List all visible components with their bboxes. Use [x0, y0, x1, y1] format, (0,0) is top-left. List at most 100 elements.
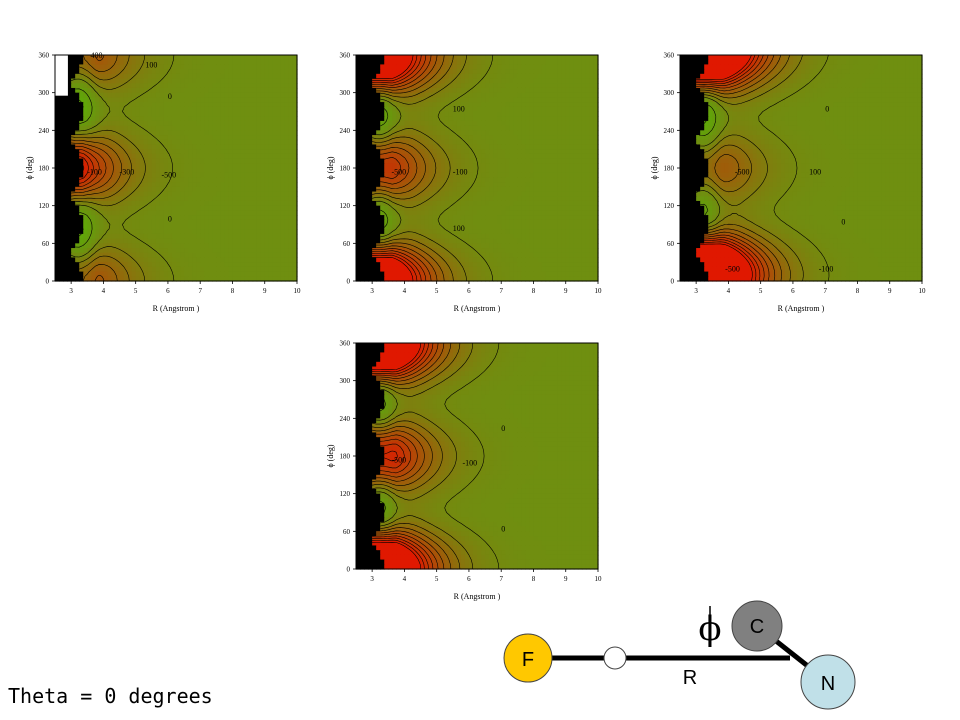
plot-cell — [412, 120, 418, 127]
plot-cell — [147, 102, 153, 108]
plot-cell — [485, 135, 490, 141]
plot-cell — [288, 271, 294, 277]
plot-cell — [593, 59, 599, 66]
plot-cell — [159, 149, 165, 155]
plot-cell — [529, 87, 535, 94]
plot-cell — [420, 125, 426, 131]
plot-cell — [123, 125, 129, 131]
plot-cell — [521, 182, 526, 188]
plot-cell — [103, 144, 109, 150]
plot-cell — [272, 92, 278, 98]
plot-cell — [71, 116, 76, 122]
plot-cell — [244, 97, 250, 103]
plot-cell — [356, 163, 361, 169]
plot-cell — [412, 182, 418, 188]
plot-cell — [497, 130, 502, 136]
plot-cell — [55, 149, 60, 155]
plot-cell — [151, 149, 157, 155]
plot-cell — [593, 172, 599, 179]
plot-cell — [139, 243, 145, 249]
plot-cell — [412, 69, 418, 75]
plot-cell — [460, 78, 466, 84]
plot-cell — [79, 130, 84, 136]
plot-cell — [228, 83, 234, 89]
plot-cell — [505, 158, 510, 164]
plot-cell — [581, 130, 587, 136]
plot-cell — [529, 55, 535, 61]
plot-cell — [167, 111, 173, 117]
plot-cell — [200, 229, 205, 235]
plot-cell — [517, 168, 522, 174]
plot-cell — [509, 139, 514, 146]
plot-cell — [376, 111, 381, 117]
plot-cell — [196, 64, 201, 70]
plot-cell — [87, 139, 92, 146]
plot-cell — [171, 186, 177, 193]
plot-cell — [75, 73, 80, 80]
plot-cell — [452, 87, 458, 94]
plot-cell — [188, 257, 193, 263]
plot-cell — [404, 83, 410, 89]
plot-cell — [460, 106, 466, 113]
plot-cell — [541, 200, 547, 207]
plot-cell — [103, 69, 109, 75]
plot-cell — [384, 149, 389, 155]
plot-cell — [240, 248, 246, 254]
plot-cell — [581, 116, 587, 122]
plot-cell — [360, 102, 365, 108]
plot-cell — [55, 135, 60, 141]
plot-cell — [99, 238, 104, 244]
plot-cell — [472, 149, 478, 155]
plot-cell — [280, 172, 286, 179]
plot-cell — [216, 135, 221, 141]
plot-cell — [264, 135, 270, 141]
plot-cell — [436, 73, 442, 80]
plot-cell — [280, 200, 286, 207]
plot-cell — [541, 64, 547, 70]
plot-cell — [432, 196, 438, 202]
plot-cell — [123, 219, 129, 226]
plot-cell — [388, 158, 393, 164]
plot-cell — [131, 163, 137, 169]
plot-cell — [280, 73, 286, 80]
plot-cell — [280, 266, 286, 273]
plot-cell — [224, 158, 230, 164]
plot-cell — [123, 69, 129, 75]
plot-cell — [95, 271, 100, 277]
plot-cell — [501, 182, 506, 188]
plot-cell — [489, 97, 494, 103]
plot-cell — [392, 120, 397, 127]
plot-cell — [228, 111, 234, 117]
plot-cell — [533, 200, 539, 207]
plot-cell — [537, 158, 543, 164]
plot-cell — [268, 271, 274, 277]
plot-cell — [372, 69, 377, 75]
plot-1-contours — [70, 54, 175, 282]
plot-cell — [464, 149, 470, 155]
plot-cell — [212, 262, 217, 268]
plot-cell — [256, 191, 262, 197]
plot-cell — [163, 257, 169, 263]
plot-cell — [501, 196, 506, 202]
plot-cell — [163, 139, 169, 146]
plot-cell — [396, 200, 401, 207]
plot-cell — [228, 92, 234, 98]
plot-cell — [127, 182, 133, 188]
plot-cell — [468, 210, 474, 216]
plot-cell — [67, 83, 72, 89]
plot-cell — [135, 276, 141, 282]
plot-cell — [252, 238, 258, 244]
plot-cell — [91, 97, 96, 103]
plot-cell — [292, 163, 298, 169]
plot-cell — [372, 163, 377, 169]
plot-cell — [541, 196, 547, 202]
plot-cell — [204, 210, 209, 216]
plot-cell — [184, 73, 189, 80]
plot-cell — [356, 92, 361, 98]
plot-cell — [119, 191, 125, 197]
plot-cell — [384, 168, 389, 174]
plot-cell — [456, 177, 462, 183]
plot-cell — [525, 69, 531, 75]
plot-cell — [99, 73, 104, 80]
plot-cell — [292, 262, 298, 268]
